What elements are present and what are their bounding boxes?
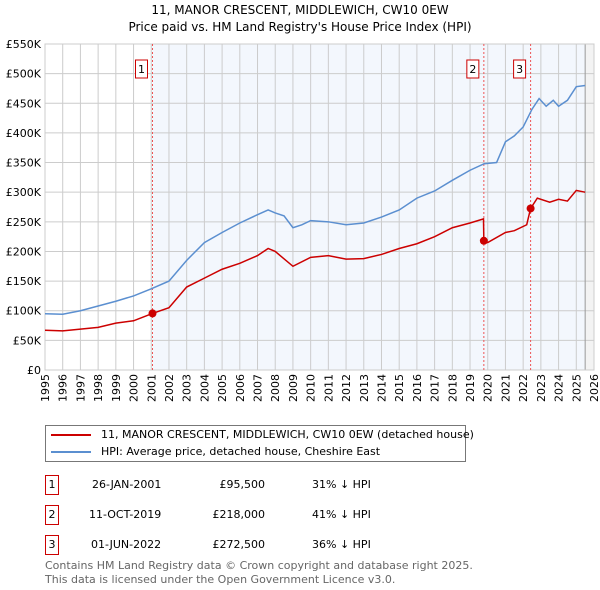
x-tick-label: 2008 bbox=[269, 374, 282, 402]
x-tick-label: 2004 bbox=[198, 374, 211, 402]
x-tick-label: 1995 bbox=[39, 374, 52, 402]
y-tick-label: £150K bbox=[6, 275, 42, 288]
x-tick-label: 2016 bbox=[411, 374, 424, 402]
footer-licence: This data is licensed under the Open Gov… bbox=[45, 573, 396, 586]
chart-title: 11, MANOR CRESCENT, MIDDLEWICH, CW10 0EW bbox=[151, 3, 448, 17]
sale-marker: 3 bbox=[45, 535, 59, 555]
price-chart: 11, MANOR CRESCENT, MIDDLEWICH, CW10 0EW… bbox=[6, 3, 600, 402]
chart-subtitle: Price paid vs. HM Land Registry's House … bbox=[128, 20, 471, 34]
x-tick-label: 2022 bbox=[517, 374, 530, 402]
sale-point bbox=[479, 236, 488, 245]
sale-label-box bbox=[513, 59, 527, 79]
x-tick-label: 2007 bbox=[252, 374, 265, 402]
x-tick-label: 1996 bbox=[57, 374, 70, 402]
legend-blue-line bbox=[51, 451, 91, 453]
sale-point bbox=[148, 309, 157, 318]
sale-label-box bbox=[466, 59, 480, 79]
shaded-region bbox=[152, 44, 586, 370]
plot-border bbox=[44, 43, 595, 371]
series-line bbox=[44, 84, 586, 316]
legend: 11, MANOR CRESCENT, MIDDLEWICH, CW10 0EW… bbox=[45, 425, 474, 462]
series-line bbox=[44, 189, 586, 332]
sale-date: 01-JUN-2022 bbox=[91, 538, 162, 551]
x-tick-label: 2021 bbox=[499, 374, 512, 402]
x-tick-label: 2020 bbox=[482, 374, 495, 402]
sale-date: 11-OCT-2019 bbox=[89, 508, 162, 521]
y-tick-label: £100K bbox=[6, 305, 42, 318]
x-tick-label: 2025 bbox=[570, 374, 583, 402]
sale-date: 26-JAN-2001 bbox=[92, 478, 162, 491]
legend-red-line bbox=[51, 434, 91, 436]
x-tick-label: 2012 bbox=[340, 374, 353, 402]
sale-marker: 2 bbox=[45, 505, 59, 525]
y-tick-label: £550K bbox=[6, 38, 42, 51]
sale-point bbox=[526, 204, 535, 213]
x-tick-label: 1997 bbox=[74, 374, 87, 402]
x-tick-label: 2006 bbox=[234, 374, 247, 402]
sale-price: £218,000 bbox=[212, 508, 266, 521]
x-tick-label: 2019 bbox=[464, 374, 477, 402]
y-tick-label: £50K bbox=[13, 334, 42, 347]
footer-copyright: Contains HM Land Registry data © Crown c… bbox=[45, 559, 473, 572]
x-tick-label: 1999 bbox=[110, 374, 123, 402]
x-tick-label: 2026 bbox=[588, 374, 600, 402]
sale-delta: 36% ↓ HPI bbox=[312, 538, 371, 551]
x-tick-label: 2001 bbox=[145, 374, 158, 402]
y-tick-label: £350K bbox=[6, 157, 42, 170]
x-tick-label: 2002 bbox=[163, 374, 176, 402]
sale-price: £95,500 bbox=[219, 478, 266, 491]
y-tick-label: £400K bbox=[6, 127, 42, 140]
x-tick-label: 2010 bbox=[305, 374, 318, 402]
x-tick-label: 2024 bbox=[553, 374, 566, 402]
x-tick-label: 2011 bbox=[322, 374, 335, 402]
x-tick-label: 2009 bbox=[287, 374, 300, 402]
sale-delta: 41% ↓ HPI bbox=[312, 508, 371, 521]
sale-marker: 1 bbox=[45, 475, 59, 495]
y-tick-label: £300K bbox=[6, 186, 42, 199]
sale-label-box bbox=[134, 59, 148, 79]
sale-delta: 31% ↓ HPI bbox=[312, 478, 371, 491]
y-tick-label: £500K bbox=[6, 68, 42, 81]
x-tick-label: 2018 bbox=[446, 374, 459, 402]
y-tick-label: £200K bbox=[6, 245, 42, 258]
sale-label: 2 bbox=[469, 63, 476, 76]
sale-label: 3 bbox=[516, 63, 523, 76]
x-tick-label: 2000 bbox=[128, 374, 141, 402]
sale-label: 1 bbox=[138, 63, 145, 76]
x-tick-label: 2017 bbox=[429, 374, 442, 402]
forecast-region bbox=[585, 44, 594, 370]
y-tick-label: £250K bbox=[6, 216, 42, 229]
x-tick-label: 2005 bbox=[216, 374, 229, 402]
x-tick-label: 2003 bbox=[181, 374, 194, 402]
x-tick-label: 2013 bbox=[358, 374, 371, 402]
y-tick-label: £0 bbox=[27, 364, 41, 377]
x-tick-label: 2014 bbox=[375, 374, 388, 402]
x-tick-label: 2015 bbox=[393, 374, 406, 402]
y-tick-label: £450K bbox=[6, 97, 42, 110]
x-tick-label: 2023 bbox=[535, 374, 548, 402]
legend-blue-label: HPI: Average price, detached house, Ches… bbox=[101, 445, 381, 458]
sale-price: £272,500 bbox=[212, 538, 266, 551]
x-tick-label: 1998 bbox=[92, 374, 105, 402]
legend-red-label: 11, MANOR CRESCENT, MIDDLEWICH, CW10 0EW… bbox=[101, 428, 474, 441]
